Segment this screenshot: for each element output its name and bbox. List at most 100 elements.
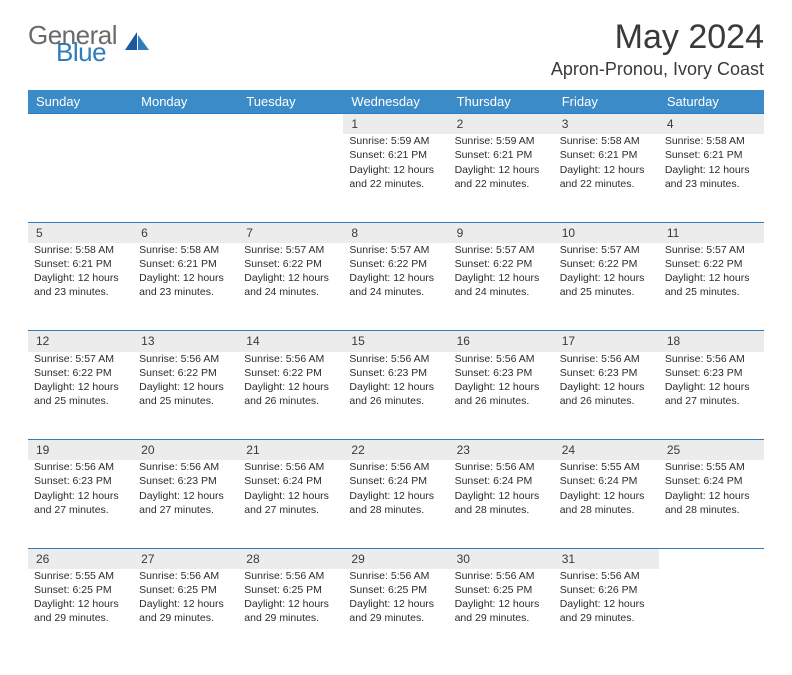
sunset-line: Sunset: 6:21 PM <box>665 148 758 162</box>
sunrise-line: Sunrise: 5:56 AM <box>139 569 232 583</box>
sunrise-line: Sunrise: 5:59 AM <box>349 134 442 148</box>
day-number-cell: 26 <box>28 548 133 569</box>
day-cell: Sunrise: 5:56 AMSunset: 6:23 PMDaylight:… <box>343 352 448 440</box>
daylight-line: Daylight: 12 hours and 28 minutes. <box>665 489 758 517</box>
sunrise-line: Sunrise: 5:56 AM <box>349 352 442 366</box>
day-cell: Sunrise: 5:56 AMSunset: 6:24 PMDaylight:… <box>343 460 448 548</box>
day-cell: Sunrise: 5:56 AMSunset: 6:22 PMDaylight:… <box>133 352 238 440</box>
logo: General Blue <box>28 24 151 64</box>
sunset-line: Sunset: 6:22 PM <box>455 257 548 271</box>
daylight-line: Daylight: 12 hours and 27 minutes. <box>34 489 127 517</box>
sunset-line: Sunset: 6:23 PM <box>34 474 127 488</box>
sunrise-line: Sunrise: 5:57 AM <box>34 352 127 366</box>
day-number-cell: 6 <box>133 222 238 243</box>
calendar-table: Sunday Monday Tuesday Wednesday Thursday… <box>28 90 764 657</box>
daylight-line: Daylight: 12 hours and 25 minutes. <box>34 380 127 408</box>
day-cell: Sunrise: 5:57 AMSunset: 6:22 PMDaylight:… <box>238 243 343 331</box>
day-number-cell: 12 <box>28 331 133 352</box>
day-cell: Sunrise: 5:58 AMSunset: 6:21 PMDaylight:… <box>28 243 133 331</box>
sunrise-line: Sunrise: 5:57 AM <box>349 243 442 257</box>
sunrise-line: Sunrise: 5:56 AM <box>349 569 442 583</box>
daylight-line: Daylight: 12 hours and 24 minutes. <box>455 271 548 299</box>
day-number-cell <box>28 114 133 135</box>
day-number-cell: 9 <box>449 222 554 243</box>
day-number-cell <box>659 548 764 569</box>
sunset-line: Sunset: 6:22 PM <box>665 257 758 271</box>
daylight-line: Daylight: 12 hours and 26 minutes. <box>560 380 653 408</box>
daylight-line: Daylight: 12 hours and 23 minutes. <box>34 271 127 299</box>
day-number-cell: 25 <box>659 440 764 461</box>
sunset-line: Sunset: 6:25 PM <box>455 583 548 597</box>
title-block: May 2024 Apron-Pronou, Ivory Coast <box>551 18 764 80</box>
day-number-cell: 11 <box>659 222 764 243</box>
sunrise-line: Sunrise: 5:56 AM <box>139 352 232 366</box>
sunset-line: Sunset: 6:22 PM <box>560 257 653 271</box>
sunset-line: Sunset: 6:21 PM <box>560 148 653 162</box>
day-number-cell: 7 <box>238 222 343 243</box>
sunset-line: Sunset: 6:21 PM <box>34 257 127 271</box>
day-number-cell: 13 <box>133 331 238 352</box>
daylight-line: Daylight: 12 hours and 25 minutes. <box>665 271 758 299</box>
sunrise-line: Sunrise: 5:55 AM <box>560 460 653 474</box>
weekday-header-row: Sunday Monday Tuesday Wednesday Thursday… <box>28 90 764 114</box>
day-number-row: 262728293031 <box>28 548 764 569</box>
sunrise-line: Sunrise: 5:57 AM <box>244 243 337 257</box>
daylight-line: Daylight: 12 hours and 29 minutes. <box>34 597 127 625</box>
day-number-cell: 18 <box>659 331 764 352</box>
sunrise-line: Sunrise: 5:56 AM <box>560 352 653 366</box>
sunrise-line: Sunrise: 5:58 AM <box>34 243 127 257</box>
day-number-cell: 24 <box>554 440 659 461</box>
daylight-line: Daylight: 12 hours and 28 minutes. <box>349 489 442 517</box>
daylight-line: Daylight: 12 hours and 25 minutes. <box>560 271 653 299</box>
day-cell: Sunrise: 5:56 AMSunset: 6:25 PMDaylight:… <box>238 569 343 657</box>
day-cell: Sunrise: 5:58 AMSunset: 6:21 PMDaylight:… <box>133 243 238 331</box>
day-content-row: Sunrise: 5:55 AMSunset: 6:25 PMDaylight:… <box>28 569 764 657</box>
day-number-cell: 1 <box>343 114 448 135</box>
calendar-page: General Blue May 2024 Apron-Pronou, Ivor… <box>0 0 792 675</box>
day-number-row: 12131415161718 <box>28 331 764 352</box>
sunset-line: Sunset: 6:21 PM <box>139 257 232 271</box>
sunset-line: Sunset: 6:23 PM <box>560 366 653 380</box>
daylight-line: Daylight: 12 hours and 26 minutes. <box>455 380 548 408</box>
sunrise-line: Sunrise: 5:56 AM <box>455 460 548 474</box>
day-cell: Sunrise: 5:56 AMSunset: 6:23 PMDaylight:… <box>554 352 659 440</box>
sunrise-line: Sunrise: 5:56 AM <box>665 352 758 366</box>
day-cell <box>659 569 764 657</box>
calendar-body: 1234Sunrise: 5:59 AMSunset: 6:21 PMDayli… <box>28 114 764 657</box>
daylight-line: Daylight: 12 hours and 28 minutes. <box>560 489 653 517</box>
sunset-line: Sunset: 6:25 PM <box>34 583 127 597</box>
daylight-line: Daylight: 12 hours and 23 minutes. <box>139 271 232 299</box>
weekday-header: Friday <box>554 90 659 114</box>
daylight-line: Daylight: 12 hours and 29 minutes. <box>139 597 232 625</box>
daylight-line: Daylight: 12 hours and 24 minutes. <box>349 271 442 299</box>
daylight-line: Daylight: 12 hours and 29 minutes. <box>244 597 337 625</box>
day-cell: Sunrise: 5:59 AMSunset: 6:21 PMDaylight:… <box>343 134 448 222</box>
day-number-cell: 29 <box>343 548 448 569</box>
day-cell: Sunrise: 5:55 AMSunset: 6:24 PMDaylight:… <box>554 460 659 548</box>
daylight-line: Daylight: 12 hours and 22 minutes. <box>455 163 548 191</box>
day-cell: Sunrise: 5:56 AMSunset: 6:22 PMDaylight:… <box>238 352 343 440</box>
sunset-line: Sunset: 6:22 PM <box>349 257 442 271</box>
sunrise-line: Sunrise: 5:56 AM <box>139 460 232 474</box>
daylight-line: Daylight: 12 hours and 22 minutes. <box>560 163 653 191</box>
day-cell: Sunrise: 5:57 AMSunset: 6:22 PMDaylight:… <box>659 243 764 331</box>
sunset-line: Sunset: 6:22 PM <box>244 366 337 380</box>
day-cell: Sunrise: 5:56 AMSunset: 6:24 PMDaylight:… <box>238 460 343 548</box>
day-cell <box>28 134 133 222</box>
daylight-line: Daylight: 12 hours and 27 minutes. <box>244 489 337 517</box>
daylight-line: Daylight: 12 hours and 29 minutes. <box>349 597 442 625</box>
sunrise-line: Sunrise: 5:58 AM <box>665 134 758 148</box>
sail-icon <box>123 30 151 59</box>
day-number-cell: 5 <box>28 222 133 243</box>
sunrise-line: Sunrise: 5:56 AM <box>455 569 548 583</box>
sunset-line: Sunset: 6:25 PM <box>244 583 337 597</box>
day-cell: Sunrise: 5:58 AMSunset: 6:21 PMDaylight:… <box>659 134 764 222</box>
sunset-line: Sunset: 6:23 PM <box>349 366 442 380</box>
page-title: May 2024 <box>551 18 764 57</box>
day-cell: Sunrise: 5:57 AMSunset: 6:22 PMDaylight:… <box>28 352 133 440</box>
day-number-cell: 31 <box>554 548 659 569</box>
sunrise-line: Sunrise: 5:56 AM <box>244 460 337 474</box>
sunset-line: Sunset: 6:25 PM <box>349 583 442 597</box>
sunset-line: Sunset: 6:23 PM <box>139 474 232 488</box>
sunrise-line: Sunrise: 5:57 AM <box>665 243 758 257</box>
